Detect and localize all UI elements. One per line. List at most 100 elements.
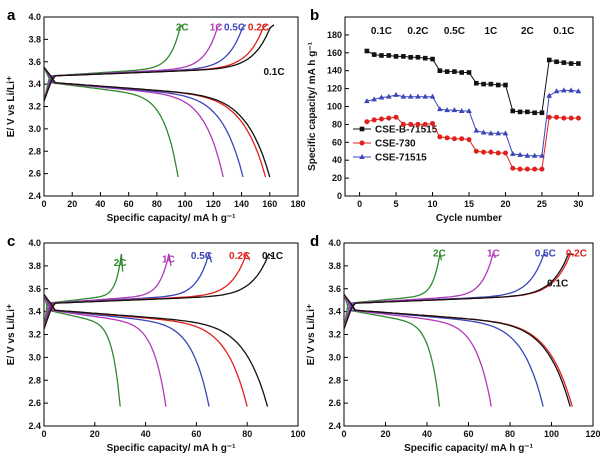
x-axis-label: Specific capacity/ mA h g⁻¹ — [107, 443, 237, 454]
data-point — [546, 114, 552, 120]
y-tick-label: 3.0 — [28, 352, 41, 362]
x-tick-label: 20 — [67, 199, 77, 209]
data-point — [488, 149, 494, 155]
x-tick-label: 100 — [178, 199, 193, 209]
data-point — [400, 121, 406, 127]
data-point — [539, 166, 545, 172]
rate-label: 1C — [487, 249, 500, 260]
rate-label: 0.5C — [224, 22, 245, 33]
x-tick-label: 20 — [500, 199, 510, 209]
x-tick-label: 0 — [41, 429, 46, 439]
rate-label: 2C — [176, 22, 189, 33]
x-tick-label: 10 — [428, 199, 438, 209]
x-tick-label: 0 — [341, 429, 346, 439]
data-point — [444, 107, 450, 113]
data-point — [378, 94, 385, 100]
y-tick-label: 3.6 — [28, 284, 41, 294]
data-point — [393, 54, 399, 59]
data-point — [364, 98, 370, 104]
data-point — [517, 151, 523, 157]
x-tick-label: 25 — [537, 199, 547, 209]
y-tick-label: 3.0 — [328, 352, 341, 362]
data-point — [430, 121, 436, 127]
x-tick-label: 80 — [152, 199, 162, 209]
data-point — [488, 130, 494, 136]
y-tick-label: 180 — [327, 30, 342, 40]
data-point — [575, 115, 581, 121]
data-point — [459, 70, 465, 75]
data-point — [386, 53, 392, 58]
x-tick-label: 15 — [464, 199, 474, 209]
data-point — [473, 80, 479, 86]
y-tick-label: 2.4 — [328, 421, 341, 431]
discharge-curve-0.1C — [344, 294, 571, 407]
x-tick-label: 60 — [463, 429, 473, 439]
data-point — [554, 59, 559, 65]
data-point — [437, 106, 443, 112]
data-point — [415, 54, 421, 60]
legend-label: CSE-71515 — [375, 153, 427, 164]
x-tick-label: 60 — [191, 429, 201, 439]
data-point — [371, 52, 377, 57]
data-point — [437, 134, 443, 140]
y-tick-label: 3.2 — [328, 330, 341, 340]
data-point — [503, 82, 508, 88]
data-point — [524, 152, 531, 158]
y-tick-label: 3.6 — [328, 284, 341, 294]
data-point — [451, 136, 457, 142]
legend-marker — [359, 126, 365, 132]
rate-label: 2C — [521, 26, 534, 37]
x-tick-label: 0 — [41, 199, 46, 209]
panel-d: d 0 20 40 60 80 100 120 2.4 2.6 2.8 3.0 3.2 3.4 3.6 3.8… — [306, 233, 600, 454]
discharge-curve-1C — [44, 294, 167, 407]
x-tick-label: 40 — [141, 429, 151, 439]
x-axis-label: Specific capacity/ mA h g⁻¹ — [404, 443, 534, 454]
rate-label: 0.2C — [229, 251, 250, 262]
discharge-curve-0.1C — [44, 294, 269, 407]
y-tick-label: 3.2 — [28, 330, 41, 340]
rate-label: 0.1C — [263, 67, 284, 78]
rate-label: 0.5C — [444, 26, 465, 37]
discharge-curve-2C — [44, 67, 179, 178]
data-point — [371, 117, 377, 123]
rate-label: 2C — [433, 249, 446, 260]
plot-frame — [343, 242, 594, 427]
x-tick-label: 160 — [262, 199, 277, 209]
y-axis-label: Specific capacity/ mA h g⁻¹ — [307, 41, 318, 171]
data-point — [502, 130, 509, 136]
data-point — [452, 69, 457, 74]
x-tick-label: 30 — [573, 199, 583, 209]
data-point — [553, 88, 560, 94]
data-point — [532, 166, 538, 172]
data-point — [473, 148, 479, 154]
panel-letter: d — [310, 233, 319, 250]
x-tick-label: 120 — [585, 429, 600, 439]
data-point — [576, 61, 581, 66]
data-point — [568, 61, 574, 66]
data-point — [408, 54, 413, 60]
charge-curve-2C — [44, 253, 124, 329]
panel-letter: c — [7, 233, 15, 250]
data-point — [415, 121, 421, 127]
data-point — [575, 88, 582, 94]
data-point — [429, 93, 436, 99]
data-point — [524, 166, 530, 172]
charge-curve-0.1C — [44, 24, 275, 102]
data-point — [539, 110, 545, 116]
data-point — [495, 82, 501, 88]
y-tick-label: 2.6 — [328, 398, 341, 408]
panel-letter: b — [310, 7, 319, 24]
legend-marker — [359, 154, 365, 159]
legend-label: CSE-B-71515 — [375, 125, 438, 136]
rate-label: 0.2C — [566, 249, 587, 260]
x-tick-label: 0 — [357, 199, 362, 209]
charge-curve-0.1C — [44, 252, 273, 330]
x-tick-label: 80 — [242, 429, 252, 439]
rate-label: 1C — [162, 254, 175, 265]
data-point — [466, 107, 472, 113]
data-point — [393, 91, 399, 97]
y-tick-label: 3.6 — [28, 57, 41, 67]
panel-a: a 0 20 40 60 80 100 120 140 160 180 2.4 2.6 2.8 3.0 3.2… — [6, 7, 306, 224]
data-point — [546, 92, 553, 98]
